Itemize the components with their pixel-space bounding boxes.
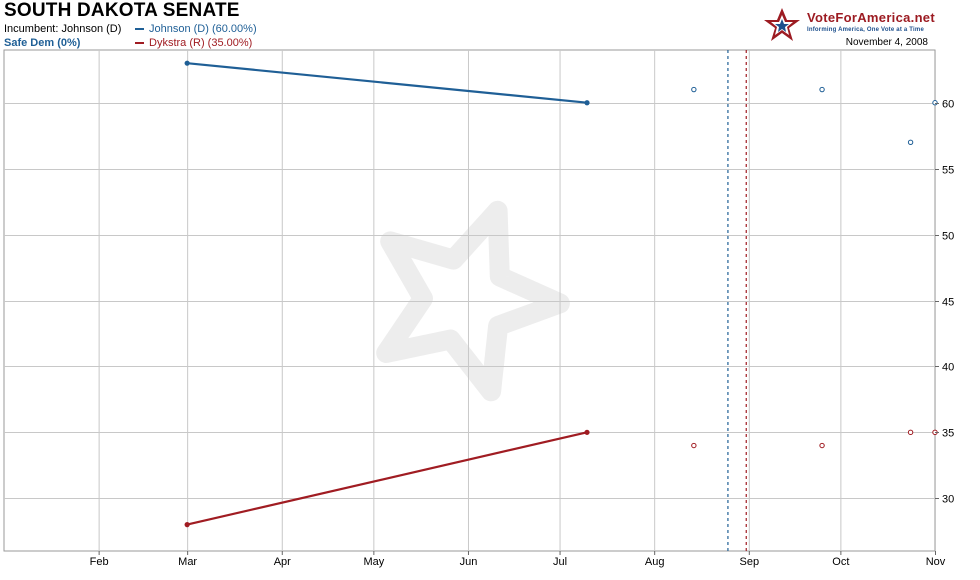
site-logo[interactable]: VoteForAmerica.net Informing America, On… [762,6,935,42]
x-tick-label: Oct [832,556,849,568]
poll-point-rep [819,442,825,449]
star-logo-icon [764,8,800,41]
incumbent-label: Incumbent: Johnson (D) [4,23,122,35]
logo-tagline: Informing America, One Vote at a Time [807,27,924,33]
watermark-star [376,200,570,402]
y-axis: 30 35 40 45 50 55 60 [935,99,954,506]
x-axis: Feb Mar Apr May Jun Jul Aug Sep Oct Nov [90,551,946,568]
y-tick-label: 55 [942,165,954,177]
legend-swatch-dem [135,28,144,30]
poll-point-rep [907,429,914,436]
y-tick-label: 35 [942,428,954,440]
chart-grid [3,49,936,552]
poll-point-dem [691,86,697,93]
legend-entry-dem: Johnson (D) (60.00%) [135,23,257,35]
x-tick-label: Sep [740,556,760,568]
poll-point-dem [932,100,938,106]
poll-point-rep [691,442,697,449]
legend-label-dem: Johnson (D) (60.00%) [149,23,257,35]
poll-point-dem [819,86,825,93]
x-tick-label: Jul [553,556,567,568]
y-tick-label: 60 [942,99,954,111]
y-tick-label: 40 [942,362,954,374]
x-tick-label: Jun [460,556,478,568]
legend-swatch-rep [135,42,144,44]
x-tick-label: Aug [645,556,665,568]
x-tick-label: May [363,556,384,568]
series-line-dem [186,62,588,104]
y-tick-label: 50 [942,231,954,243]
data-point-rep [184,522,190,528]
x-tick-label: Feb [90,556,109,568]
chart-series [184,60,938,528]
legend-entry-rep: Dykstra (R) (35.00%) [135,37,252,49]
plot-frame [3,49,936,552]
race-rating: Safe Dem (0%) [4,37,81,49]
x-tick-label: Mar [178,556,197,568]
data-point-rep [584,429,590,435]
data-point-dem [184,60,190,66]
logo-name: VoteForAmerica.net [807,10,935,25]
poll-point-dem [907,139,914,145]
data-point-dem [584,100,590,106]
legend-label-rep: Dykstra (R) (35.00%) [149,37,253,49]
page-title: SOUTH DAKOTA SENATE [4,0,240,21]
y-tick-label: 45 [942,297,954,309]
x-tick-label: Apr [274,556,291,568]
star-watermark-icon [376,200,570,402]
chart-date: November 4, 2008 [845,37,928,48]
y-tick-label: 30 [942,494,954,506]
series-line-rep [186,431,588,526]
x-tick-label: Nov [926,556,946,568]
convention-markers [727,50,747,551]
